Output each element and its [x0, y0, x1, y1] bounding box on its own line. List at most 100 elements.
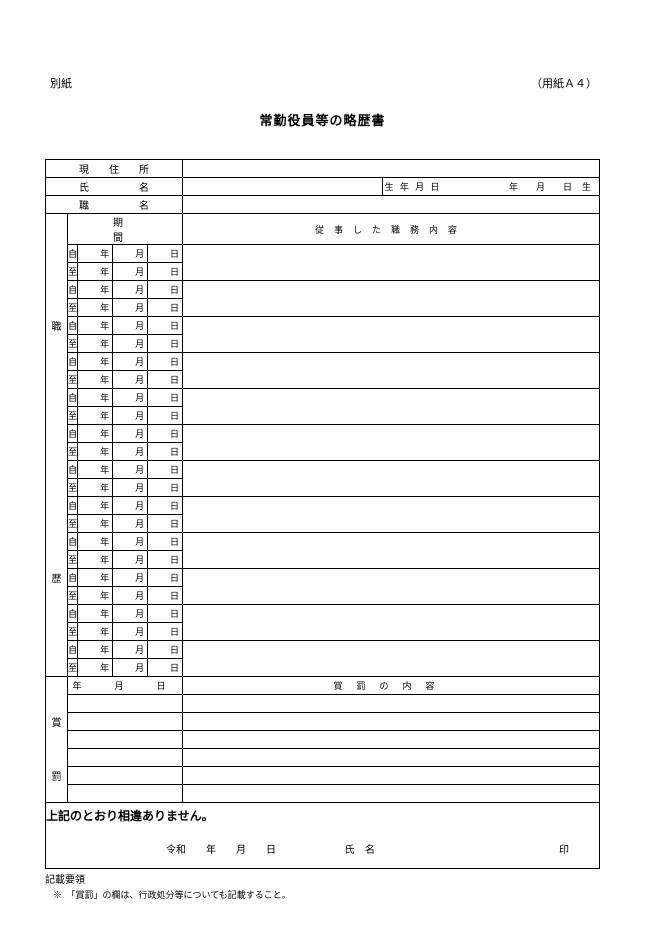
period-from-cell[interactable]: 自年月日: [68, 245, 183, 263]
reward-content-cell[interactable]: [183, 749, 600, 767]
reward-date-cell[interactable]: [68, 785, 183, 803]
name-label: 氏 名: [46, 178, 183, 196]
career-vlabel-cell: [46, 281, 68, 299]
reward-header: 賞罰の内容: [183, 677, 600, 695]
career-vlabel-cell: [46, 371, 68, 389]
reward-vlabel-cell: [46, 785, 68, 803]
career-vlabel-cell: [46, 407, 68, 425]
period-to-cell[interactable]: 至年月日: [68, 263, 183, 281]
document-title: 常勤役員等の略歴書: [45, 110, 600, 129]
period-to-cell[interactable]: 至年月日: [68, 623, 183, 641]
reward-date-cell[interactable]: [68, 713, 183, 731]
period-from-cell[interactable]: 自年月日: [68, 389, 183, 407]
reward-vlabel-cell: 賞: [46, 713, 68, 731]
reward-content-cell[interactable]: [183, 713, 600, 731]
reward-date-cell[interactable]: [68, 767, 183, 785]
reward-vlabel-cell: [46, 731, 68, 749]
period-to-cell[interactable]: 至年月日: [68, 335, 183, 353]
reward-content-cell[interactable]: [183, 767, 600, 785]
career-vlabel-cell: 歴: [46, 569, 68, 587]
career-vlabel-cell: [46, 533, 68, 551]
period-to-cell[interactable]: 至年月日: [68, 551, 183, 569]
period-to-cell[interactable]: 至年月日: [68, 371, 183, 389]
career-desc-cell[interactable]: [183, 389, 600, 425]
career-vlabel-cell: 職: [46, 317, 68, 335]
reward-content-cell[interactable]: [183, 731, 600, 749]
career-vlabel-cell: [46, 425, 68, 443]
period-from-cell[interactable]: 自年月日: [68, 317, 183, 335]
address-field[interactable]: [183, 160, 600, 178]
reward-vlabel-cell: [46, 749, 68, 767]
career-desc-cell[interactable]: [183, 533, 600, 569]
career-desc-cell[interactable]: [183, 281, 600, 317]
period-to-cell[interactable]: 至年月日: [68, 443, 183, 461]
period-from-cell[interactable]: 自年月日: [68, 569, 183, 587]
birth-prefix: 生 年 月 日: [383, 180, 443, 193]
career-vlabel-cell: [46, 605, 68, 623]
period-from-cell[interactable]: 自年月日: [68, 281, 183, 299]
reward-content-cell[interactable]: [183, 695, 600, 713]
period-to-cell[interactable]: 至年月日: [68, 479, 183, 497]
career-vlabel-cell: [46, 263, 68, 281]
name-field[interactable]: [183, 178, 383, 196]
resume-form-table: 現 住 所 氏 名 生 年 月 日 年 月 日 生 職 名: [45, 159, 600, 869]
career-desc-cell[interactable]: [183, 569, 600, 605]
declaration-text: 上記のとおり相違ありません。: [46, 803, 600, 829]
period-to-cell[interactable]: 至年月日: [68, 659, 183, 677]
career-vlabel-cell: [46, 245, 68, 263]
career-desc-cell[interactable]: [183, 353, 600, 389]
reward-content-cell[interactable]: [183, 785, 600, 803]
period-header: 期 間: [68, 214, 183, 245]
period-from-cell[interactable]: 自年月日: [68, 641, 183, 659]
career-vlabel-cell: [46, 299, 68, 317]
career-desc-cell[interactable]: [183, 497, 600, 533]
career-desc-header: 従事した職務内容: [183, 214, 600, 245]
reward-date-cell[interactable]: [68, 749, 183, 767]
period-from-cell[interactable]: 自年月日: [68, 461, 183, 479]
career-desc-cell[interactable]: [183, 605, 600, 641]
footer-note: ※ 「賞罰」の欄は、行政処分等についても記載すること。: [53, 888, 600, 901]
period-from-cell[interactable]: 自年月日: [68, 497, 183, 515]
career-vlabel-cell: [46, 497, 68, 515]
birthdate-field[interactable]: 生 年 月 日 年 月 日 生: [383, 178, 600, 196]
period-from-cell[interactable]: 自年月日: [68, 533, 183, 551]
career-desc-cell[interactable]: [183, 245, 600, 281]
reward-date-cell[interactable]: [68, 731, 183, 749]
attachment-label: 別紙: [50, 75, 72, 91]
period-to-cell[interactable]: 至年月日: [68, 407, 183, 425]
position-field[interactable]: [183, 196, 600, 214]
period-to-cell[interactable]: 至年月日: [68, 299, 183, 317]
career-desc-cell[interactable]: [183, 317, 600, 353]
career-vlabel-cell: [46, 641, 68, 659]
paper-size-label: （用紙Ａ４）: [531, 75, 597, 91]
career-desc-cell[interactable]: [183, 425, 600, 461]
ymd-header: 年 月 日: [68, 677, 183, 695]
reward-vlabel-cell: 罰: [46, 767, 68, 785]
signature-row[interactable]: 令和 年 月 日 氏 名 印: [46, 829, 600, 869]
career-vlabel-cell: [46, 335, 68, 353]
career-vlabel-cell: [46, 623, 68, 641]
career-desc-cell[interactable]: [183, 641, 600, 677]
period-to-cell[interactable]: 至年月日: [68, 587, 183, 605]
footer-heading: 記載要領: [45, 871, 600, 886]
reward-vlabel-spacer: [46, 677, 68, 695]
career-vlabel-cell: [46, 587, 68, 605]
period-from-cell[interactable]: 自年月日: [68, 425, 183, 443]
career-vlabel-cell: [46, 353, 68, 371]
address-label: 現 住 所: [46, 160, 183, 178]
birth-suffix: 生: [582, 180, 591, 193]
career-vlabel-cell: [46, 443, 68, 461]
period-from-cell[interactable]: 自年月日: [68, 353, 183, 371]
period-to-cell[interactable]: 至年月日: [68, 515, 183, 533]
career-vlabel-cell: [46, 461, 68, 479]
reward-date-cell[interactable]: [68, 695, 183, 713]
career-vlabel-cell: [46, 515, 68, 533]
seal-label: 印: [559, 841, 569, 856]
signature-name-label: 氏 名: [345, 841, 380, 856]
birth-ymd: 年 月 日: [509, 180, 572, 193]
period-from-cell[interactable]: 自年月日: [68, 605, 183, 623]
career-desc-cell[interactable]: [183, 461, 600, 497]
career-vlabel-cell: [46, 659, 68, 677]
career-vlabel-cell: [46, 551, 68, 569]
career-vlabel-cell: [46, 389, 68, 407]
